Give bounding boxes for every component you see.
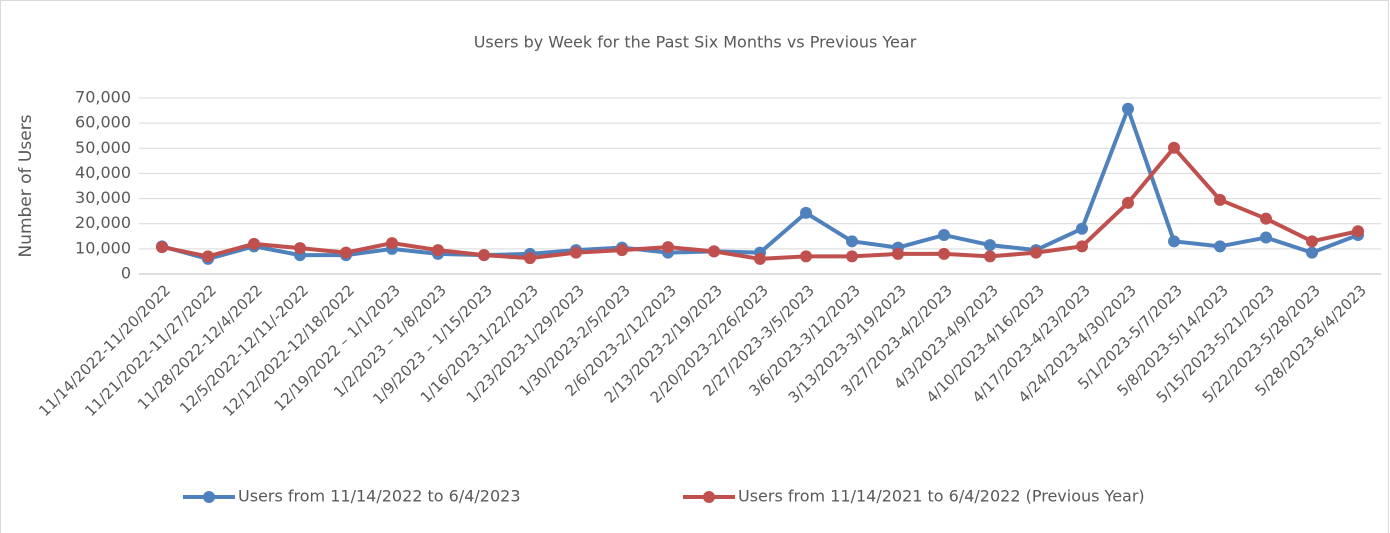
- legend-label: Users from 11/14/2022 to 6/4/2023: [238, 487, 521, 506]
- point-marker: [1122, 102, 1134, 115]
- point-marker: [984, 250, 996, 263]
- point-marker: [248, 237, 260, 250]
- point-marker: [1260, 231, 1272, 244]
- point-marker: [432, 244, 444, 257]
- point-marker: [800, 206, 812, 219]
- point-marker: [1076, 240, 1088, 253]
- point-marker: [1168, 141, 1180, 154]
- point-marker: [1214, 193, 1226, 206]
- point-marker: [1030, 246, 1042, 259]
- y-tick-label: 40,000: [75, 163, 131, 182]
- point-marker: [1168, 235, 1180, 248]
- point-marker: [1214, 240, 1226, 253]
- y-tick-label: 30,000: [75, 188, 131, 207]
- y-tick-label: 20,000: [75, 213, 131, 232]
- point-marker: [938, 247, 950, 260]
- point-marker: [340, 246, 352, 259]
- point-marker: [708, 245, 720, 258]
- point-marker: [386, 237, 398, 250]
- point-marker: [1352, 225, 1364, 238]
- point-marker: [1260, 212, 1272, 225]
- y-tick-label: 10,000: [75, 238, 131, 257]
- y-tick-label: 0: [121, 264, 131, 283]
- point-marker: [938, 229, 950, 242]
- chart-title: Users by Week for the Past Six Months vs…: [474, 33, 917, 52]
- point-marker: [984, 239, 996, 252]
- point-marker: [202, 250, 214, 263]
- y-tick-label: 70,000: [75, 88, 131, 107]
- point-marker: [1306, 246, 1318, 259]
- point-marker: [478, 249, 490, 262]
- point-marker: [1076, 222, 1088, 235]
- legend-marker: [203, 491, 215, 503]
- point-marker: [156, 241, 168, 254]
- y-tick-label: 50,000: [75, 138, 131, 157]
- point-marker: [800, 250, 812, 263]
- legend-marker: [703, 491, 715, 503]
- point-marker: [524, 252, 536, 265]
- point-marker: [662, 241, 674, 254]
- point-marker: [754, 252, 766, 265]
- legend-label: Users from 11/14/2021 to 6/4/2022 (Previ…: [738, 487, 1145, 506]
- point-marker: [1306, 235, 1318, 248]
- point-marker: [846, 250, 858, 263]
- point-marker: [846, 235, 858, 248]
- point-marker: [570, 246, 582, 259]
- point-marker: [294, 242, 306, 255]
- point-marker: [1122, 196, 1134, 209]
- point-marker: [892, 247, 904, 260]
- y-axis-label: Number of Users: [16, 114, 36, 257]
- point-marker: [616, 244, 628, 257]
- y-tick-label: 60,000: [75, 113, 131, 132]
